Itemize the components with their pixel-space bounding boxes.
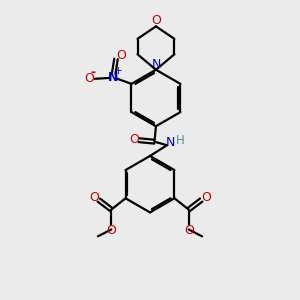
Text: O: O [116, 49, 126, 62]
Text: H: H [176, 134, 185, 147]
Text: N: N [166, 136, 175, 149]
Text: O: O [151, 14, 161, 27]
Text: N: N [151, 58, 160, 71]
Text: -: - [91, 66, 96, 79]
Text: O: O [106, 224, 116, 237]
Text: O: O [84, 72, 94, 85]
Text: O: O [129, 133, 139, 146]
Text: O: O [201, 191, 211, 204]
Text: O: O [184, 224, 194, 237]
Text: +: + [114, 66, 123, 76]
Text: O: O [89, 191, 99, 204]
Text: N: N [108, 71, 118, 84]
